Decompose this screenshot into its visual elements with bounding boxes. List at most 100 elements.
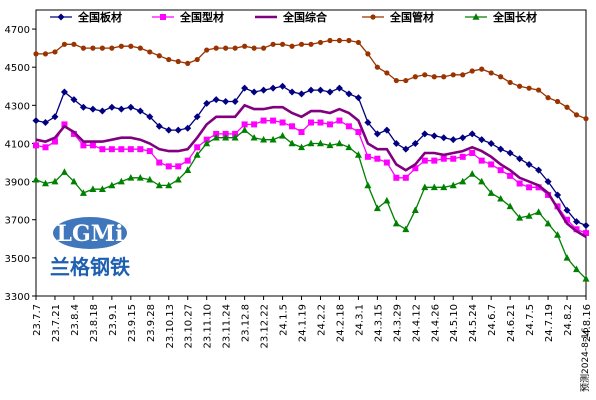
x-tick-label: 24.1.5 (279, 304, 290, 336)
x-tick-label: 24.5.24 (468, 304, 479, 342)
data-point (374, 64, 380, 70)
data-point (544, 178, 552, 186)
data-point (383, 126, 391, 134)
data-point (383, 159, 390, 166)
series-composite (35, 103, 587, 239)
data-point (421, 157, 428, 164)
data-point (174, 175, 182, 183)
data-point (89, 142, 96, 149)
data-point (70, 130, 77, 137)
data-point (146, 113, 154, 121)
legend-label: 全国型材 (179, 10, 224, 24)
data-point (241, 121, 248, 128)
legend-marker (472, 13, 480, 20)
data-point (33, 142, 39, 149)
data-point (564, 104, 570, 110)
x-tick-label: 23.9.28 (146, 304, 157, 342)
data-point (563, 206, 571, 214)
x-tick-label: 23.9.1 (108, 304, 119, 336)
data-point (270, 41, 276, 47)
data-point (298, 143, 306, 151)
data-point (506, 202, 514, 210)
data-point (288, 139, 296, 147)
data-point (175, 58, 181, 65)
data-point (516, 214, 524, 221)
data-point (165, 181, 173, 189)
data-point (450, 155, 457, 162)
data-point (41, 118, 49, 126)
series-line (36, 39, 587, 120)
data-point (99, 146, 106, 153)
data-point (431, 157, 438, 164)
data-point (459, 153, 466, 160)
data-point (260, 117, 267, 124)
series-line (35, 85, 587, 227)
data-point (165, 126, 173, 134)
y-tick-label: 3500 (5, 254, 30, 265)
data-point (506, 149, 514, 157)
series-triangle (32, 126, 590, 282)
data-point (33, 51, 39, 57)
data-point (156, 159, 163, 166)
data-point (459, 134, 467, 142)
x-tick-label: 24.7.5 (525, 304, 536, 336)
data-point (431, 74, 437, 80)
data-point (71, 41, 77, 47)
legend-marker (370, 14, 376, 20)
data-point (51, 138, 58, 145)
data-point (90, 45, 96, 51)
data-point (393, 77, 399, 84)
data-point (327, 37, 333, 44)
data-point (326, 141, 334, 149)
data-point (535, 208, 543, 215)
data-point (89, 185, 97, 193)
data-point (52, 49, 58, 55)
data-point (336, 37, 343, 44)
data-point (79, 189, 87, 196)
data-point (51, 113, 59, 121)
data-point (80, 142, 87, 149)
data-point (411, 206, 419, 213)
x-tick-label: 24.2.2 (316, 304, 327, 336)
data-point (487, 189, 495, 196)
x-tick-label: 23.9.15 (127, 304, 138, 342)
data-point (60, 168, 68, 175)
data-point (147, 49, 153, 55)
data-point (260, 135, 268, 143)
data-point (128, 43, 134, 49)
data-point (393, 174, 400, 181)
data-point (460, 72, 466, 78)
data-point (573, 226, 580, 233)
data-point (421, 130, 429, 138)
data-point (250, 133, 258, 141)
x-tick-label: 24.8.16 (582, 304, 593, 342)
data-point (118, 146, 125, 153)
data-point (213, 130, 220, 137)
data-point (469, 150, 476, 156)
data-point (317, 119, 324, 126)
data-point (487, 139, 495, 147)
data-point (174, 126, 182, 134)
data-point (298, 41, 305, 47)
y-tick-label: 3300 (5, 292, 30, 303)
data-point (507, 172, 514, 179)
x-tick-label: 23.11.24 (222, 304, 233, 349)
data-point (392, 219, 400, 227)
data-point (232, 130, 239, 137)
series-circle (33, 37, 589, 122)
data-point (526, 85, 532, 91)
data-point (535, 166, 543, 174)
data-point (355, 129, 362, 136)
data-point (345, 90, 353, 98)
data-point (288, 88, 296, 96)
x-tick-label: 24.6.7 (487, 304, 498, 336)
data-point (289, 43, 295, 49)
data-point (117, 105, 125, 113)
data-point (441, 74, 447, 80)
legend-marker (57, 13, 65, 21)
data-point (488, 161, 495, 168)
data-point (184, 157, 191, 164)
x-tick-label: 23.7.21 (51, 304, 62, 342)
data-point (42, 144, 49, 151)
series-layer (32, 37, 590, 282)
